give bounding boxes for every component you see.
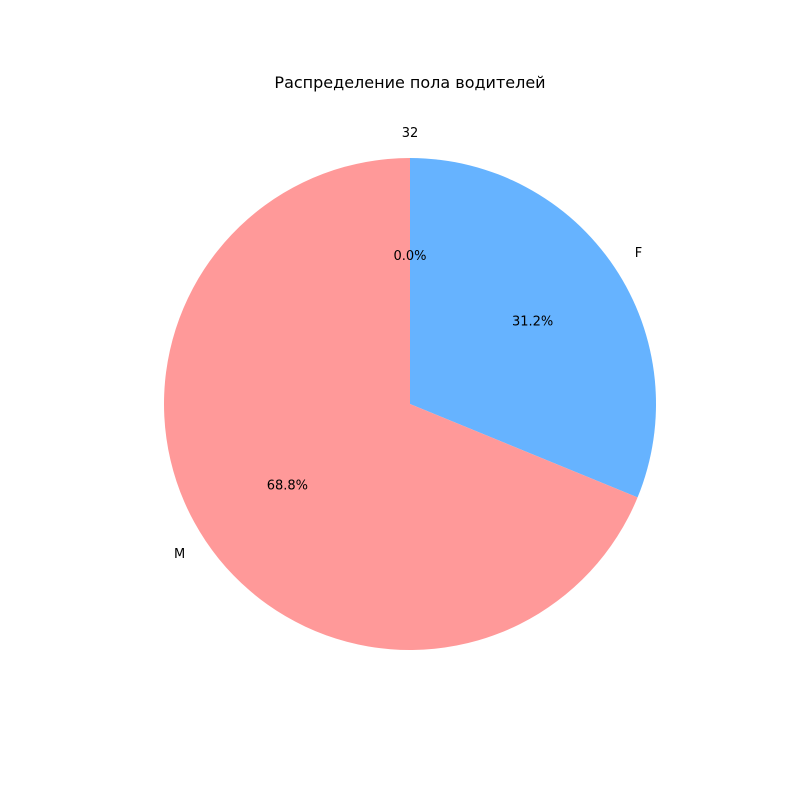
pie-labels: F 31.2% M 68.8% 32 0.0%: [174, 126, 642, 562]
pie-slice-F: [410, 158, 656, 498]
slice-label-F: F: [635, 246, 642, 261]
pct-label-F: 31.2%: [512, 314, 553, 329]
chart-title: Распределение пола водителей: [274, 73, 545, 92]
pct-label-32: 0.0%: [393, 249, 426, 264]
slice-label-M: M: [174, 547, 185, 562]
pie-slice-M: [163, 158, 638, 650]
slice-label-32: 32: [402, 126, 419, 141]
pie-slices: [163, 158, 656, 650]
pct-label-M: 68.8%: [267, 479, 308, 494]
